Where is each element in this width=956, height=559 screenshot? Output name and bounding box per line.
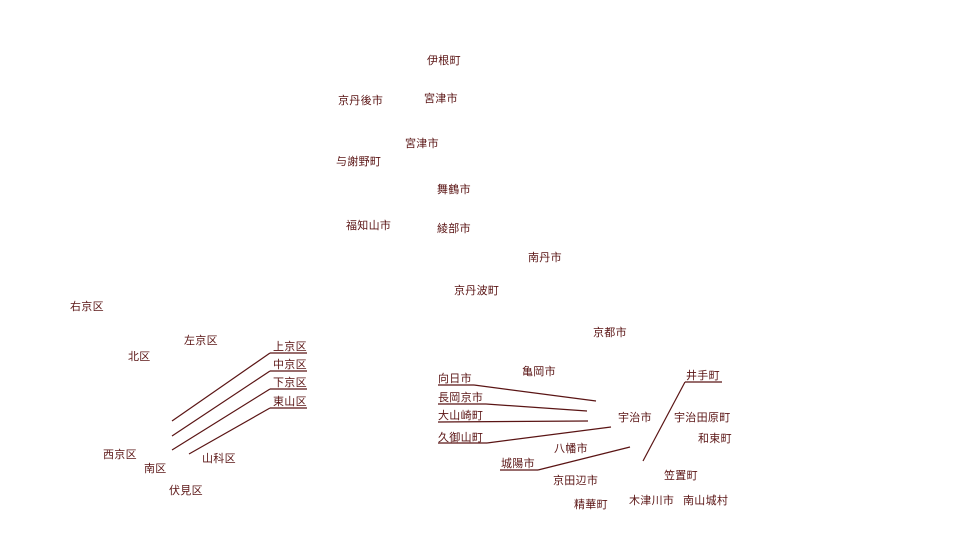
label-kyoto-city: 京都市 bbox=[593, 326, 627, 339]
label-kamigyo: 上京区 bbox=[273, 340, 307, 353]
label-miyazu-top: 宮津市 bbox=[424, 92, 458, 105]
label-fukuchiyama: 福知山市 bbox=[346, 219, 392, 232]
label-sakyo: 左京区 bbox=[184, 334, 218, 347]
label-minamiyamashiro: 南山城村 bbox=[683, 494, 729, 507]
leader-line-higashiyama-diag bbox=[188, 407, 271, 455]
label-yamashina: 山科区 bbox=[202, 452, 236, 465]
label-miyazu: 宮津市 bbox=[405, 137, 439, 150]
leader-line-kumiyama-diag bbox=[486, 426, 612, 444]
label-fushimi: 伏見区 bbox=[169, 484, 203, 497]
label-muko: 向日市 bbox=[438, 372, 472, 385]
leader-line-nagaokakyo-diag bbox=[485, 403, 588, 412]
label-yawata: 八幡市 bbox=[554, 442, 588, 455]
leader-line-nakagyo-diag bbox=[171, 370, 271, 437]
label-kita: 北区 bbox=[128, 350, 151, 363]
label-ujitawara: 宇治田原町 bbox=[674, 411, 731, 424]
leader-line-muko-diag bbox=[473, 384, 597, 402]
label-higashiyama: 東山区 bbox=[273, 395, 307, 408]
label-kyotamba: 京丹波町 bbox=[454, 284, 500, 297]
label-kizugawa: 木津川市 bbox=[629, 494, 675, 507]
label-nagaokakyo: 長岡京市 bbox=[438, 391, 484, 404]
label-nishikyo: 西京区 bbox=[103, 448, 137, 461]
label-maizuru: 舞鶴市 bbox=[437, 183, 471, 196]
label-minami: 南区 bbox=[144, 462, 167, 475]
label-seika: 精華町 bbox=[574, 498, 608, 511]
leader-line-joyo-diag bbox=[537, 446, 631, 471]
label-shimogyo: 下京区 bbox=[273, 376, 307, 389]
label-nakagyo: 中京区 bbox=[273, 358, 307, 371]
label-ine: 伊根町 bbox=[427, 54, 461, 67]
leader-line-oyamazaki bbox=[437, 420, 589, 423]
label-oyamazaki: 大山崎町 bbox=[438, 409, 484, 422]
label-ayabe: 綾部市 bbox=[437, 222, 471, 235]
label-kyotanabe: 京田辺市 bbox=[553, 474, 599, 487]
label-joyo: 城陽市 bbox=[501, 457, 535, 470]
leader-line-kamigyo-diag bbox=[171, 352, 271, 422]
label-ide: 井手町 bbox=[686, 369, 720, 382]
leader-line-ide-diag bbox=[642, 381, 686, 462]
label-kameoka: 亀岡市 bbox=[522, 365, 556, 378]
label-nantan: 南丹市 bbox=[528, 251, 562, 264]
label-kyotango: 京丹後市 bbox=[338, 94, 384, 107]
label-wazuka: 和束町 bbox=[698, 432, 732, 445]
leader-line-shimogyo-diag bbox=[171, 388, 271, 451]
label-yosano: 与謝野町 bbox=[336, 155, 382, 168]
label-uji: 宇治市 bbox=[618, 411, 652, 424]
label-ukyo: 右京区 bbox=[70, 300, 104, 313]
label-kasagi: 笠置町 bbox=[664, 469, 698, 482]
label-kumiyama: 久御山町 bbox=[438, 431, 484, 444]
